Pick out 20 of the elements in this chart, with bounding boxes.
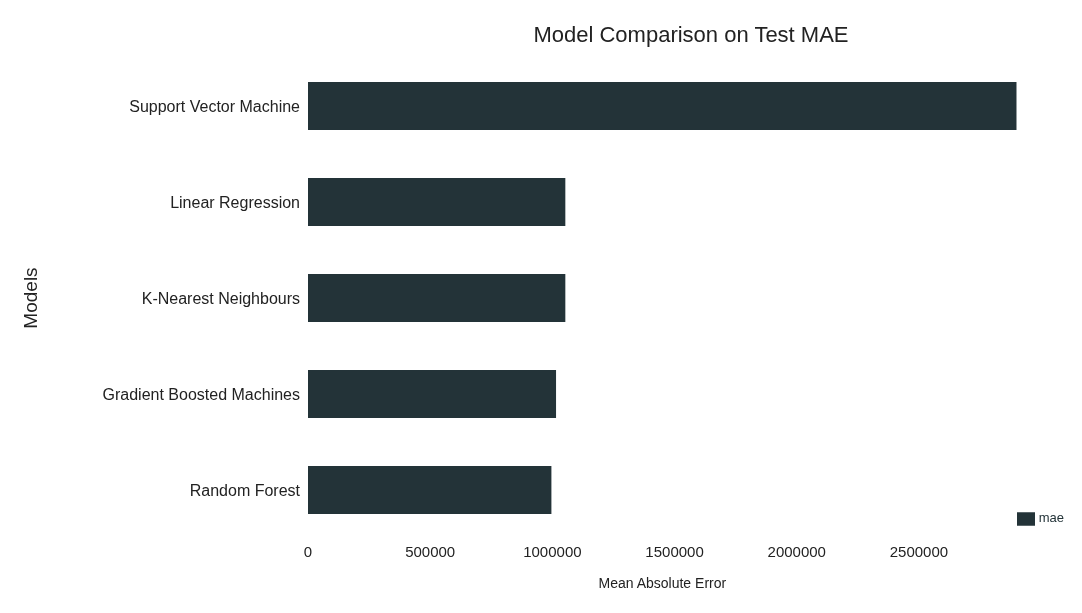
- x-tick-label: 1000000: [523, 542, 582, 560]
- x-axis-title: Mean Absolute Error: [598, 575, 727, 591]
- chart-title: Model Comparison on Test MAE: [532, 22, 850, 48]
- x-tick-label: 500000: [405, 542, 456, 560]
- y-tick-label: Linear Regression: [170, 193, 300, 211]
- y-tick-label: K-Nearest Neighbours: [141, 289, 300, 307]
- y-tick-label: Gradient Boosted Machines: [102, 385, 300, 403]
- x-tick-label: 2500000: [889, 542, 949, 560]
- x-tick-label: 1500000: [645, 542, 704, 560]
- legend-label: mae: [1038, 510, 1064, 526]
- y-tick-label: Support Vector Machine: [129, 97, 301, 115]
- bar: [308, 82, 1017, 130]
- bar: [308, 274, 566, 322]
- x-tick-label: 2000000: [767, 542, 826, 560]
- bar: [308, 370, 557, 418]
- bar: [308, 466, 552, 514]
- bar: [308, 178, 566, 226]
- x-tick-label: 0: [303, 542, 313, 560]
- y-tick-label: Random Forest: [189, 481, 301, 499]
- y-axis-title: Models: [19, 267, 41, 329]
